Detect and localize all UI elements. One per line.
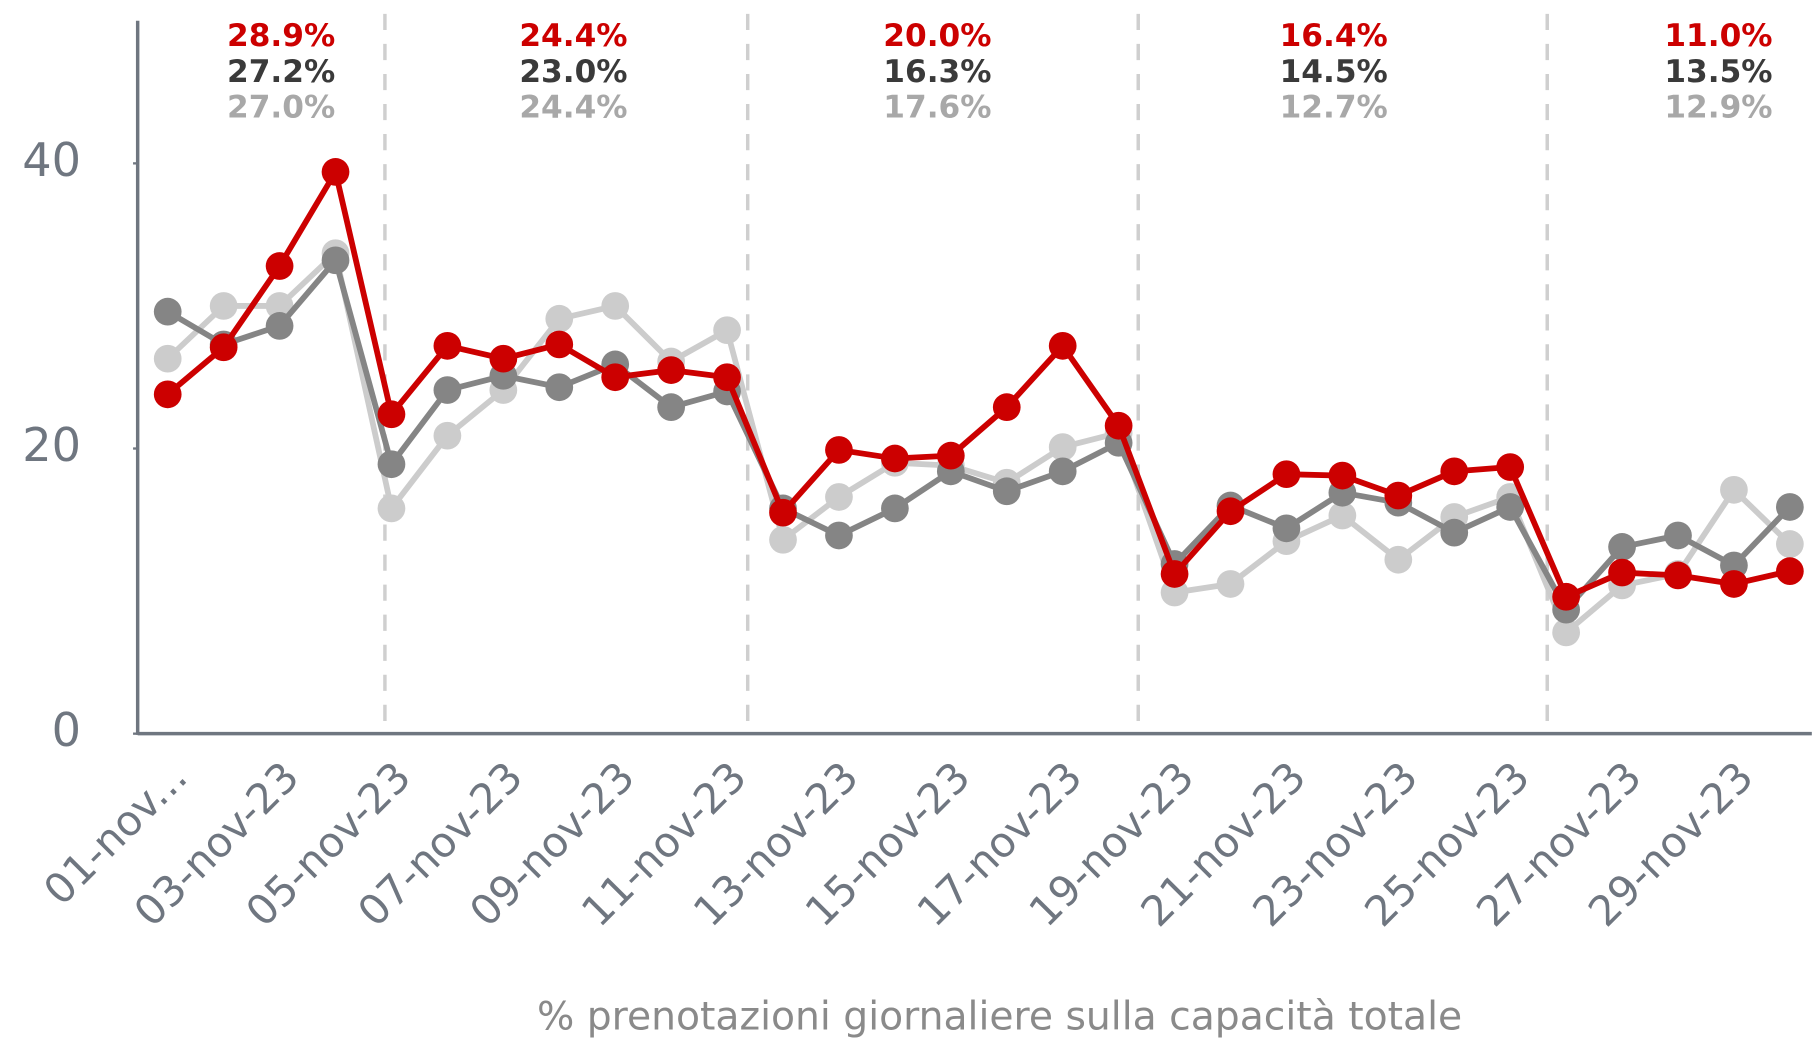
data-point <box>433 376 462 404</box>
data-point <box>713 316 741 345</box>
data-point <box>992 393 1021 422</box>
period-annotation: 20.0% <box>883 18 991 54</box>
data-point <box>1608 533 1636 561</box>
data-point <box>1048 433 1077 461</box>
data-point <box>209 292 238 320</box>
data-point <box>769 498 797 527</box>
data-point <box>377 400 406 429</box>
data-point <box>321 158 350 186</box>
data-point <box>209 333 238 362</box>
data-point <box>377 494 406 523</box>
period-annotation: 24.4% <box>519 90 627 126</box>
data-point <box>657 393 686 422</box>
data-point <box>881 494 909 523</box>
data-point <box>377 450 406 479</box>
data-point <box>881 444 909 473</box>
period-annotation: 16.4% <box>1280 18 1388 54</box>
data-point <box>433 332 462 360</box>
period-annotation: 12.9% <box>1664 90 1772 126</box>
data-point <box>1776 530 1804 558</box>
series-line <box>165 169 1791 600</box>
data-point <box>713 363 741 392</box>
data-point <box>1272 460 1301 489</box>
data-point <box>1496 453 1525 481</box>
data-point <box>825 521 853 550</box>
data-point <box>1608 558 1636 587</box>
y-tick-label: 0 <box>52 703 81 757</box>
data-point <box>992 477 1021 506</box>
data-point <box>1216 570 1245 598</box>
data-point <box>1664 561 1692 590</box>
data-point <box>265 312 294 340</box>
data-point <box>1720 570 1748 598</box>
data-point <box>1328 501 1357 530</box>
data-point <box>1552 582 1580 611</box>
y-tick-label: 40 <box>22 133 81 187</box>
data-point <box>601 363 630 392</box>
data-point <box>153 344 182 373</box>
period-annotation: 24.4% <box>519 18 627 54</box>
data-point <box>825 436 853 464</box>
period-annotation: 27.0% <box>227 90 335 126</box>
series-line <box>166 257 1792 613</box>
data-point <box>1328 461 1357 490</box>
period-annotation: 16.3% <box>883 54 991 90</box>
data-point <box>1048 457 1077 486</box>
data-point <box>1776 557 1804 585</box>
data-point <box>153 380 182 409</box>
data-point <box>1496 493 1525 521</box>
data-point <box>657 356 686 384</box>
data-point <box>1664 521 1692 550</box>
data-point <box>1048 332 1077 360</box>
data-point <box>1216 497 1245 526</box>
period-annotation: 11.0% <box>1664 18 1772 54</box>
data-point <box>769 525 797 554</box>
data-point <box>825 483 853 511</box>
data-point <box>1384 481 1413 510</box>
data-point <box>1160 560 1189 588</box>
data-point <box>1384 545 1413 574</box>
data-point <box>489 344 518 373</box>
data-point <box>265 292 294 320</box>
period-annotation: 14.5% <box>1280 54 1388 90</box>
period-annotation: 23.0% <box>519 54 627 90</box>
data-point <box>1720 476 1748 504</box>
data-point <box>545 304 574 333</box>
data-point <box>601 292 630 320</box>
data-point <box>1440 518 1469 547</box>
data-point <box>1104 411 1133 440</box>
data-point <box>1272 514 1301 543</box>
period-annotation: 27.2% <box>227 54 335 90</box>
period-annotation: 17.6% <box>883 90 991 126</box>
x-axis-title: % prenotazioni giornaliere sulla capacit… <box>537 995 1462 1040</box>
period-annotation: 12.7% <box>1280 90 1388 126</box>
data-point <box>545 330 574 359</box>
period-annotation: 13.5% <box>1664 54 1772 90</box>
data-point <box>1440 457 1469 486</box>
data-point <box>321 246 350 275</box>
data-point <box>1552 618 1580 647</box>
data-point <box>936 441 965 470</box>
period-annotation: 28.9% <box>227 18 335 54</box>
y-tick-label: 20 <box>22 418 81 472</box>
data-point <box>153 297 182 326</box>
data-point <box>545 373 574 402</box>
data-point <box>433 421 462 450</box>
data-point <box>265 252 294 280</box>
data-point <box>1776 493 1804 521</box>
